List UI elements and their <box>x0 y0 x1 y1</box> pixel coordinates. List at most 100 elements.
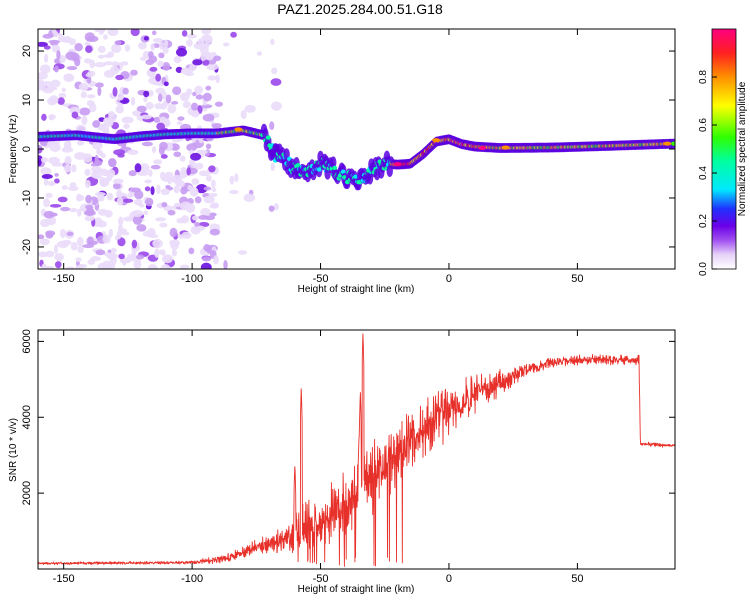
spectrogram-noise-blob <box>38 41 48 47</box>
spectrogram-noise-blob <box>190 152 202 161</box>
spectrogram-noise-blob <box>65 266 76 269</box>
spectrogram-noise-blob <box>110 247 117 254</box>
spectrogram-noise-blob <box>256 51 263 56</box>
spectrogram-noise-blob <box>54 261 62 269</box>
spectrogram-noise-blob <box>131 239 138 249</box>
spectrogram-noise-blob <box>87 236 94 246</box>
spectrogram-noise-blob <box>109 255 117 266</box>
spectrogram-noise-blob <box>66 231 74 236</box>
spectrogram-noise-blob <box>92 120 101 128</box>
spectrogram-noise-blob <box>39 238 50 246</box>
spectrogram-noise-blob <box>57 36 68 41</box>
spectrogram-noise-blob <box>194 85 204 95</box>
spectrogram-noise-blob <box>162 91 168 100</box>
spectrogram-noise-blob <box>131 209 144 218</box>
spectrogram-peak <box>234 127 243 132</box>
spectrogram-noise-blob <box>45 231 54 239</box>
spectrogram-noise-blob <box>172 86 182 96</box>
spectrogram-noise-blob <box>200 262 212 269</box>
spectrogram-noise-blob <box>118 216 124 226</box>
spectrogram-noise-blob <box>190 102 199 111</box>
spectrogram-noise-blob <box>205 85 212 91</box>
snr-x-tick-label: -100 <box>181 573 203 585</box>
spectrogram-noise-blob <box>189 187 199 197</box>
spectrogram-y-ticks: -20 -10 0 10 20 <box>21 45 675 255</box>
colorbar-tick-label: 0.0 <box>698 262 709 276</box>
spectrogram-noise-blob <box>153 116 161 123</box>
spectrogram-track-halo <box>366 172 374 185</box>
spectrogram-noise-blob <box>120 231 130 236</box>
spectrogram-noise-blob <box>97 86 102 96</box>
spectrogram-noise-blob <box>85 194 92 204</box>
spectrogram-y-tick-label: 10 <box>21 94 33 106</box>
spectrogram-noise-blob <box>205 143 212 150</box>
spectrogram-noise-blob <box>97 54 105 59</box>
spectrogram-noise-blob <box>165 94 172 104</box>
spectrogram-noise-blob <box>270 162 276 172</box>
spectrogram-noise-blob <box>162 254 174 264</box>
spectrogram-noise-blob <box>84 41 91 47</box>
spectrogram-noise-blob <box>204 34 213 44</box>
spectrogram-noise-blob <box>148 55 158 63</box>
spectrogram-noise-blob <box>95 249 106 256</box>
spectrogram-noise-blob <box>111 43 122 53</box>
spectrogram-noise-blob <box>38 251 49 258</box>
spectrogram-noise-blob <box>148 169 153 177</box>
spectrogram-noise-blob <box>65 51 77 61</box>
spectrogram-noise-blob <box>211 179 216 189</box>
spectrogram-noise-blob <box>78 82 89 91</box>
spectrogram-noise-blob <box>149 66 158 72</box>
spectrogram-noise-blob <box>96 148 102 155</box>
spectrogram-noise-blob <box>97 220 107 228</box>
spectrogram-noise-blob <box>124 44 131 52</box>
spectrogram-noise-blob <box>59 228 66 238</box>
spectrogram-noise-blob <box>77 245 84 254</box>
spectrogram-noise-blob <box>173 185 180 194</box>
spectrogram-noise-blob <box>167 209 176 216</box>
spectrogram-noise-blob <box>197 149 208 155</box>
spectrogram-noise-blob <box>108 228 114 238</box>
spectrogram-noise-blob <box>99 176 105 187</box>
spectrogram-noise-blob <box>47 180 56 186</box>
spectrogram-noise-blob <box>66 65 78 71</box>
spectrogram-noise-blob <box>102 234 111 244</box>
spectrogram-noise-blob <box>86 76 92 84</box>
spectrogram-noise-blob <box>76 236 84 247</box>
spectrogram-noise-blob <box>159 222 168 228</box>
spectrogram-noise-blob <box>150 164 161 170</box>
spectrogram-noise-blob <box>103 34 108 40</box>
spectrogram-noise-blob <box>116 230 122 240</box>
spectrogram-noise-blob <box>201 29 212 35</box>
spectrogram-peak <box>393 162 402 167</box>
spectrogram-noise-blob <box>147 264 158 269</box>
spectrogram-noise-blob <box>160 263 171 269</box>
spectrogram-y-tick-label: 20 <box>21 45 33 57</box>
spectrogram-noise-blob <box>85 45 93 54</box>
spectrogram-noise-blob <box>136 105 147 113</box>
spectrogram-noise-blob <box>43 45 51 50</box>
spectrogram-noise-blob <box>97 45 106 53</box>
spectrogram-noise-blob <box>160 154 168 159</box>
spectrogram-noise-blob <box>143 36 149 41</box>
spectrogram-noise-blob <box>192 91 197 97</box>
spectrogram-noise-blob <box>163 39 169 48</box>
spectrogram-noise-blob <box>169 227 178 238</box>
snr-y-tick-label: 4000 <box>21 405 33 429</box>
spectrogram-noise-blob <box>115 74 124 81</box>
spectrogram-noise-blob <box>167 103 177 114</box>
spectrogram-noise-blob <box>230 31 237 38</box>
spectrogram-noise-blob <box>85 72 94 78</box>
spectrogram-noise-blob <box>198 214 209 220</box>
spectrogram-noise-blob <box>155 73 162 82</box>
spectrogram-noise-blob <box>203 195 215 204</box>
spectrogram-noise-blob <box>186 33 197 39</box>
spectrogram-noise-blob <box>43 198 50 208</box>
spectrogram-noise-blob <box>63 73 75 82</box>
snr-x-tick-label: -50 <box>313 573 329 585</box>
spectrogram-noise-blob <box>109 66 120 75</box>
spectrogram-noise-blob <box>134 163 142 173</box>
spectrogram-noise-blob <box>171 248 177 257</box>
spectrogram-noise-blob <box>130 29 140 37</box>
spectrogram-noise-blob <box>181 215 189 224</box>
spectrogram-noise-blob <box>130 69 138 76</box>
